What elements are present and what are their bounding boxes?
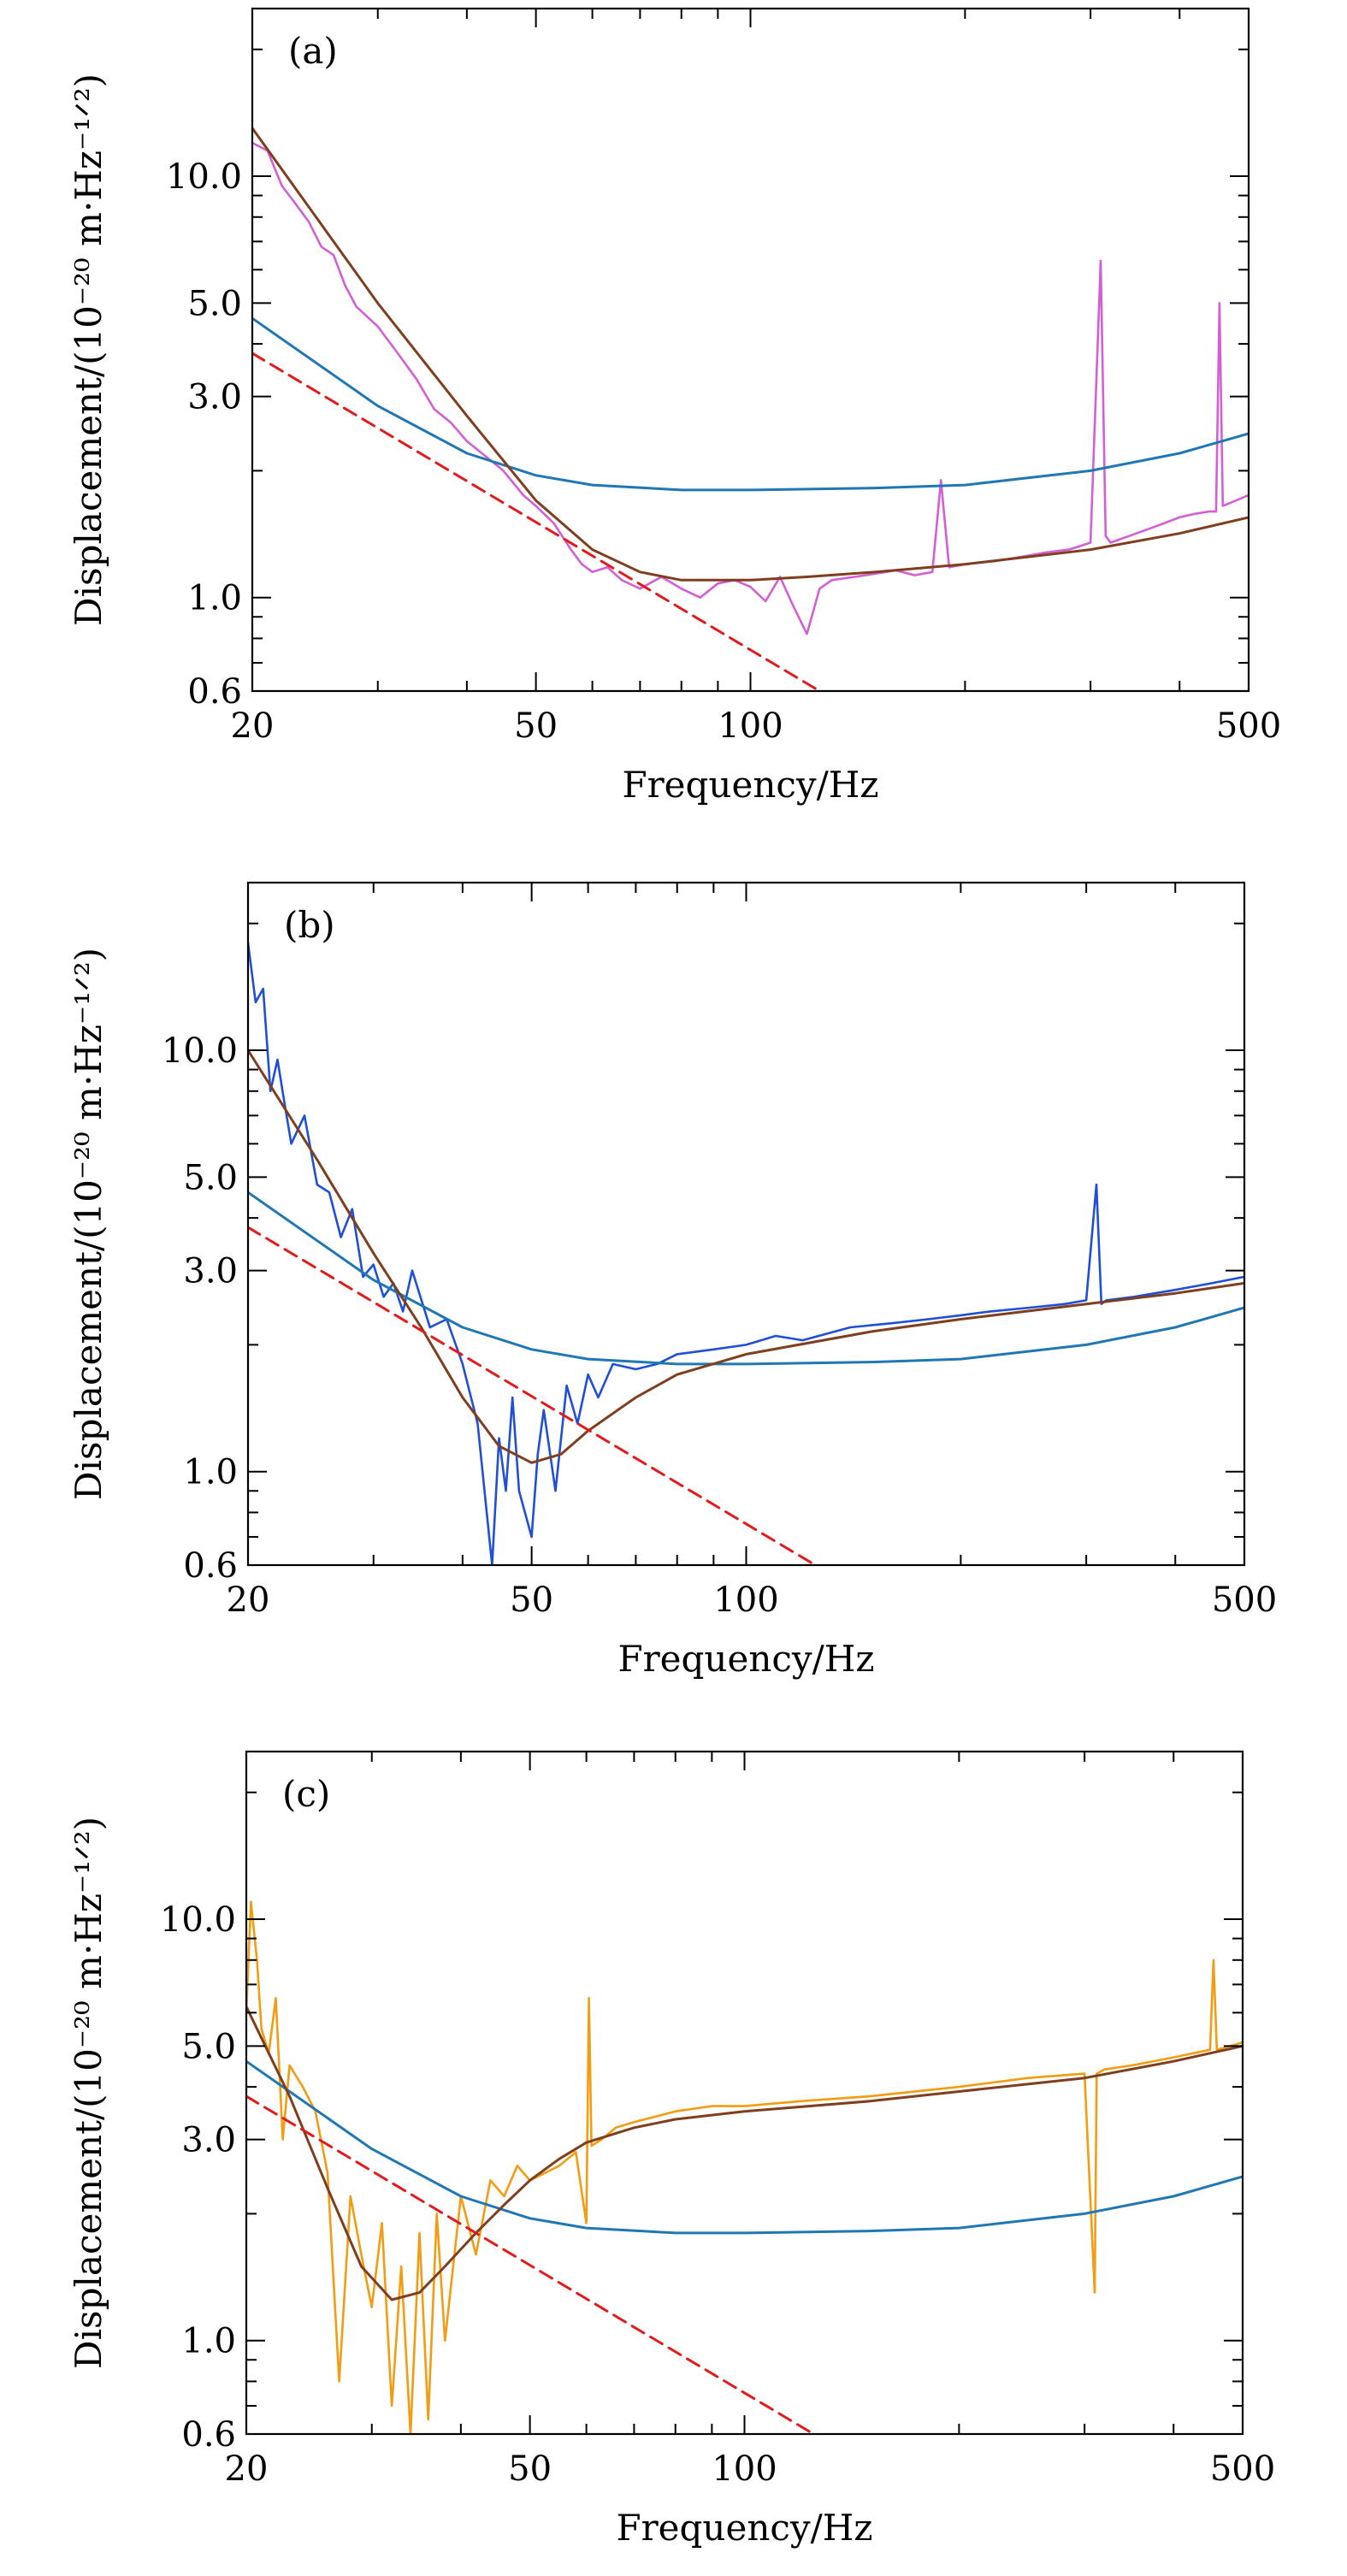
chart-panel-2: 20 50 100 500 0.6 1.0 3.0 5.0 10.0 (b) Frequency/H…: [68, 881, 1277, 1680]
series-fit-line: [248, 1049, 1244, 1464]
series-measured-line: [248, 942, 1244, 1565]
y-tick-label: 0.6: [181, 2415, 236, 2455]
x-axis-label: Frequency/Hz: [616, 2507, 872, 2549]
y-tick-label: 1.0: [183, 1453, 238, 1492]
y-tick-label: 10.0: [166, 157, 242, 197]
y-tick-label: 5.0: [187, 284, 242, 323]
series-model-line: [246, 2059, 1243, 2235]
series-measured-line: [246, 1900, 1243, 2434]
x-tick-label: 500: [1216, 706, 1281, 746]
y-tick-label: 1.0: [187, 579, 242, 618]
chart-panel-1: 20 50 100 500 0.6 1.0 3.0 5.0 10.0 (a) Frequency/H…: [68, 7, 1281, 806]
x-tick-label: 100: [718, 706, 783, 746]
series-model-line: [248, 1191, 1244, 1366]
x-tick-label: 50: [508, 2449, 552, 2489]
x-tick-label: 100: [712, 2449, 777, 2489]
series-reference-line: [252, 352, 821, 691]
plot-frame: [251, 7, 1250, 693]
chart-panel-3: 20 50 100 500 0.6 1.0 3.0 5.0 10.0 (c) Frequency/H…: [68, 1750, 1275, 2549]
y-axis-label: Displacement/(10⁻²⁰ m·Hz⁻¹ᐟ²): [68, 74, 109, 626]
y-tick-label: 1.0: [181, 2322, 236, 2361]
x-tick-label: 50: [510, 1580, 553, 1620]
x-tick-label: 500: [1212, 1580, 1277, 1620]
x-tick-label: 20: [225, 2449, 269, 2489]
y-tick-label: 0.6: [183, 1546, 238, 1586]
x-tick-label: 500: [1210, 2449, 1275, 2489]
series-group: [246, 1900, 1243, 2434]
series-reference-line: [248, 1226, 817, 1565]
y-tick-label: 3.0: [187, 378, 242, 417]
x-tick-label: 20: [227, 1580, 270, 1620]
y-tick-label: 10.0: [162, 1031, 238, 1071]
y-axis-label: Displacement/(10⁻²⁰ m·Hz⁻¹ᐟ²): [68, 948, 109, 1500]
x-tick-label: 20: [231, 706, 275, 746]
panel-label: (a): [288, 30, 338, 72]
y-tick-label: 0.6: [187, 672, 242, 712]
y-tick-label: 10.0: [160, 1900, 236, 1940]
y-tick-label: 5.0: [181, 2027, 236, 2066]
y-tick-label: 3.0: [183, 1252, 238, 1291]
x-tick-label: 100: [713, 1580, 778, 1620]
x-axis-label: Frequency/Hz: [622, 764, 878, 806]
panel-label: (b): [284, 904, 335, 946]
plot-frame: [246, 881, 1246, 1567]
series-measured-line: [252, 141, 1249, 635]
series-group: [248, 942, 1244, 1565]
y-axis-label: Displacement/(10⁻²⁰ m·Hz⁻¹ᐟ²): [68, 1817, 109, 2369]
panel-label: (c): [282, 1773, 330, 1815]
series-group: [252, 127, 1249, 691]
series-reference-line: [246, 2094, 815, 2434]
y-tick-label: 3.0: [181, 2121, 236, 2160]
x-axis-label: Frequency/Hz: [617, 1638, 874, 1680]
x-tick-label: 50: [514, 706, 558, 746]
series-fit-line: [246, 2005, 1243, 2301]
series-fit-line: [252, 127, 1249, 582]
series-model-line: [252, 316, 1249, 492]
y-tick-label: 5.0: [183, 1158, 238, 1197]
